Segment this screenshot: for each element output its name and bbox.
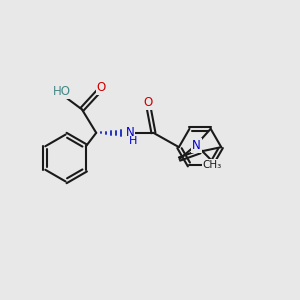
Text: N: N [126, 126, 134, 139]
Text: CH₃: CH₃ [202, 160, 222, 170]
Text: O: O [97, 81, 106, 94]
Text: HO: HO [53, 85, 71, 98]
Text: H: H [129, 136, 137, 146]
Text: O: O [143, 96, 153, 109]
Text: N: N [192, 139, 201, 152]
